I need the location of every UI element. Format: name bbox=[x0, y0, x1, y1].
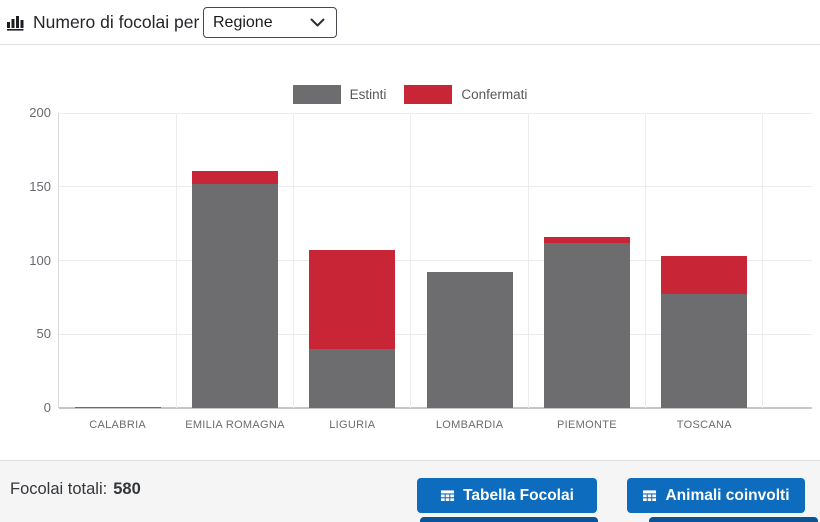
animali-coinvolti-button[interactable]: Animali coinvolti bbox=[627, 478, 805, 513]
category-gridline bbox=[762, 113, 764, 408]
bar-segment-estinti-toscana[interactable] bbox=[661, 294, 748, 408]
bar-segment-confermati-piemonte[interactable] bbox=[543, 236, 630, 243]
footer-bar: Focolai totali: 580 Tabella Focolai bbox=[0, 460, 820, 522]
group-by-select[interactable]: Regione bbox=[203, 7, 337, 38]
x-axis-label: PIEMONTE bbox=[557, 419, 617, 431]
legend-label: Confermati bbox=[461, 86, 528, 102]
bar-segment-confermati-liguria[interactable] bbox=[309, 250, 396, 349]
legend-swatch bbox=[292, 84, 341, 104]
legend-label: Estinti bbox=[349, 86, 387, 102]
legend-swatch bbox=[404, 84, 453, 104]
total-value: 580 bbox=[113, 479, 141, 498]
x-axis-label: LOMBARDIA bbox=[435, 419, 504, 431]
cutoff-button-strip[interactable] bbox=[649, 517, 818, 522]
tabella-focolai-button[interactable]: Tabella Focolai bbox=[417, 478, 597, 513]
category-gridline bbox=[645, 113, 647, 408]
table-icon bbox=[642, 489, 657, 503]
category-gridline bbox=[175, 113, 177, 408]
animali-coinvolti-label: Animali coinvolti bbox=[665, 486, 790, 504]
y-tick-label: 100 bbox=[29, 252, 51, 268]
gridline bbox=[59, 186, 812, 188]
page-title: Numero di focolai per bbox=[33, 11, 200, 32]
x-axis-line bbox=[59, 407, 812, 409]
category-gridline bbox=[293, 113, 295, 408]
chevron-down-icon bbox=[310, 18, 325, 28]
total-label: Focolai totali: bbox=[10, 479, 108, 498]
total-outbreaks: Focolai totali: 580 bbox=[10, 461, 141, 517]
x-axis-label: EMILIA ROMAGNA bbox=[185, 419, 285, 431]
tabella-focolai-label: Tabella Focolai bbox=[463, 486, 574, 504]
bar-segment-estinti-calabria[interactable] bbox=[74, 406, 161, 408]
plot-area: 0 50 100 150 200 CALABRIA EMILIA ROMAGNA LIGURI… bbox=[29, 105, 812, 431]
table-icon bbox=[440, 489, 455, 503]
gridline bbox=[59, 112, 812, 114]
y-tick-label: 0 bbox=[43, 400, 51, 415]
gridline bbox=[59, 260, 812, 261]
category-gridline bbox=[527, 113, 529, 408]
bar-segment-estinti-liguria[interactable] bbox=[309, 349, 396, 408]
group-by-select-value: Regione bbox=[213, 13, 273, 31]
legend-item-estinti[interactable]: Estinti bbox=[292, 84, 387, 104]
cutoff-button-strip[interactable] bbox=[420, 517, 598, 522]
bar-segment-estinti-piemonte[interactable] bbox=[543, 242, 630, 408]
bar-segment-confermati-toscana[interactable] bbox=[661, 256, 748, 295]
y-tick-label: 200 bbox=[29, 105, 51, 120]
chart-header: Numero di focolai per Regione bbox=[0, 0, 820, 45]
x-axis-label: LIGURIA bbox=[329, 419, 376, 431]
x-axis-label: CALABRIA bbox=[89, 419, 147, 431]
y-tick-label: 150 bbox=[29, 178, 51, 194]
bar-chart-icon bbox=[6, 14, 25, 31]
chart-legend: Estinti Confermati bbox=[0, 83, 820, 105]
category-gridline bbox=[410, 113, 412, 408]
legend-item-confermati[interactable]: Confermati bbox=[404, 84, 528, 104]
y-tick-label: 50 bbox=[36, 326, 51, 342]
x-axis-label: TOSCANA bbox=[676, 419, 732, 431]
bar-segment-estinti-lombardia[interactable] bbox=[426, 272, 513, 408]
bar-segment-confermati-emilia-romagna[interactable] bbox=[191, 170, 278, 184]
bar-segment-estinti-emilia-romagna[interactable] bbox=[191, 183, 278, 408]
chart-panel: Estinti Confermati 0 50 100 150 200 CALABRIA EM… bbox=[0, 45, 820, 460]
